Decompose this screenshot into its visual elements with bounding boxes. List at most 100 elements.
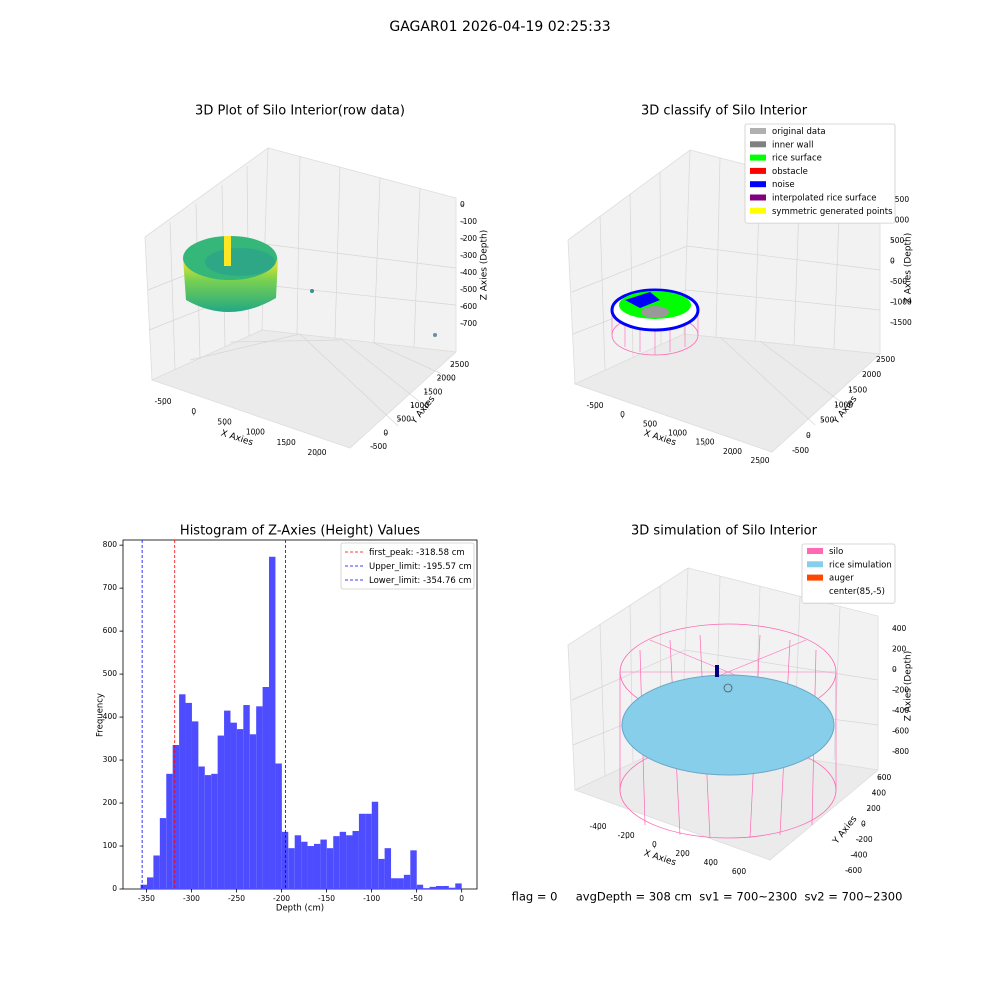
x-tick-label: 0 (652, 840, 657, 849)
bar (224, 710, 231, 889)
y-tick-label: 600 (877, 773, 892, 782)
bar (256, 706, 263, 889)
x-tick-label: 400 (704, 858, 719, 867)
legend-swatch (807, 587, 823, 594)
y-tick-label: -400 (850, 851, 867, 860)
y-tick-label: 0 (112, 884, 117, 893)
legend-label: auger (829, 574, 854, 584)
z-tick-label: -800 (892, 747, 909, 756)
bar (384, 848, 392, 889)
legend-label: silo (829, 547, 843, 557)
bar (339, 831, 347, 889)
legend-swatch (750, 154, 766, 161)
z-tick-label: -300 (460, 251, 477, 260)
legend-swatch (750, 128, 766, 134)
z-tick-label: 0 (460, 200, 465, 209)
y-tick-label: 2000 (437, 374, 456, 383)
legend-label: Lower_limit: -354.76 cm (369, 576, 471, 586)
y-tick-label: -200 (856, 835, 873, 844)
bar (448, 887, 456, 889)
axis-label: Z Axies (Depth) (904, 651, 914, 722)
x-tick-label: 2000 (307, 448, 326, 457)
bar (307, 846, 314, 889)
y-tick-label: 500 (820, 416, 835, 425)
z-tick-label: 400 (892, 624, 907, 633)
chart-title: Histogram of Z-Axies (Height) Values (180, 524, 420, 539)
x-tick-label: 600 (732, 867, 747, 876)
legend-label: first_peak: -318.58 cm (369, 548, 465, 558)
axis-label: Z Axies (Depth) (904, 233, 914, 304)
bar (352, 830, 359, 889)
bar (301, 841, 308, 889)
z-tick-label: -500 (460, 285, 477, 294)
y-tick-label: 300 (103, 755, 118, 764)
y-tick-label: 1000 (834, 401, 853, 410)
legend-swatch (750, 207, 766, 214)
legend-label: Upper_limit: -195.57 cm (369, 562, 472, 572)
legend-label: interpolated rice surface (772, 194, 877, 204)
x-tick-label: 0 (191, 407, 196, 416)
footer: flag = 0 avgDepth = 308 cm sv1 = 700~230… (512, 890, 903, 904)
y-tick-label: 1000 (410, 401, 429, 410)
y-tick-label: 200 (866, 804, 881, 813)
bar (423, 888, 430, 889)
legend-box (340, 542, 475, 590)
z-tick-label: -400 (892, 706, 909, 715)
bar (211, 773, 218, 889)
y-tick-label: -600 (845, 866, 862, 875)
bar (159, 818, 167, 889)
bar (313, 843, 321, 889)
chart-title: 3D simulation of Silo Interior (631, 524, 818, 539)
z-tick-label: -400 (460, 268, 477, 277)
z-tick-label: -200 (892, 686, 909, 695)
bar (262, 686, 270, 889)
bar (185, 702, 192, 889)
legend-swatch (750, 141, 766, 148)
legend-swatch (750, 194, 766, 201)
x-tick-label: 1000 (668, 429, 687, 438)
x-tick-label: -350 (138, 894, 155, 903)
y-tick-label: 0 (383, 428, 388, 437)
x-tick-label: 2000 (723, 447, 742, 456)
bar (346, 835, 353, 889)
y-axis-label: Frequency (96, 693, 106, 737)
legend-label: original data (772, 127, 826, 137)
plot3d-4 (567, 567, 879, 861)
bar (455, 883, 462, 889)
legend-swatch (807, 574, 823, 581)
x-tick-label: 0 (620, 410, 625, 419)
bar (391, 878, 398, 889)
z-tick-label: -100 (460, 217, 477, 226)
z-tick-label: 0 (892, 665, 897, 674)
y-tick-label: 500 (397, 415, 412, 424)
bar (179, 694, 186, 889)
bar (269, 556, 276, 889)
x-tick-label: 200 (675, 849, 690, 858)
chart-title: 3D classify of Silo Interior (641, 104, 808, 119)
x-tick-label: -250 (228, 894, 245, 903)
bar (294, 835, 302, 889)
bar (166, 773, 173, 889)
bar (275, 763, 282, 889)
legend-swatch (807, 548, 823, 554)
y-tick-label: 2500 (876, 355, 895, 364)
x-tick-label: 1500 (277, 438, 296, 447)
legend-box (744, 123, 896, 224)
x-tick-label: -100 (363, 894, 380, 903)
y-tick-label: 1500 (848, 385, 867, 394)
y-tick-label: 1500 (423, 387, 442, 396)
bar (326, 848, 334, 889)
bar (378, 858, 385, 889)
z-tick-label: 1500 (890, 195, 909, 204)
x-tick-label: -300 (183, 894, 200, 903)
bar (146, 877, 154, 889)
axis-label: Z Axies (Depth) (480, 230, 490, 301)
z-tick-label: -1500 (890, 318, 912, 327)
legend-swatch (807, 561, 823, 568)
z-tick-label: -200 (460, 234, 477, 243)
y-tick-label: 400 (103, 712, 118, 721)
x-tick-label: -500 (586, 401, 603, 410)
x-tick-label: -200 (618, 831, 635, 840)
legend-label: symmetric generated points (772, 207, 893, 217)
